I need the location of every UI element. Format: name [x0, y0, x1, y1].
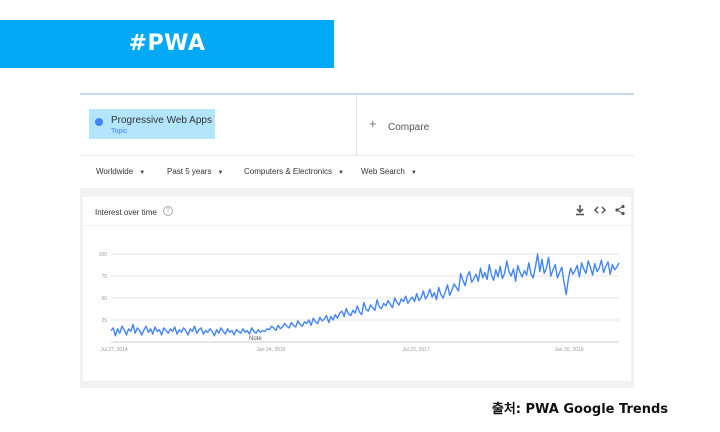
download-icon[interactable] [573, 203, 587, 217]
series-color-dot [95, 118, 103, 126]
caret-down-icon: ▼ [338, 170, 344, 176]
x-tick-label: Jan 24, 2016 [257, 347, 286, 353]
x-tick-label: Jul 23, 2017 [402, 347, 429, 353]
filter-bar: Worldwide ▼ Past 5 years ▼ Computers & Ele… [80, 155, 634, 188]
source-credit: 출처: PWA Google Trends [491, 402, 668, 417]
plus-icon[interactable]: + [369, 116, 377, 131]
search-divider [356, 95, 357, 155]
banner-title: #PWA [128, 31, 206, 56]
compare-button[interactable]: Compare [388, 122, 430, 133]
y-tick-label: 100 [99, 252, 108, 258]
caret-down-icon: ▼ [139, 170, 146, 176]
y-tick-label: 25 [101, 318, 107, 324]
filter-category[interactable]: Computers & Electronics ▼ [244, 167, 344, 176]
caret-down-icon: ▼ [410, 170, 417, 176]
card-header-divider [83, 225, 631, 226]
help-icon[interactable]: ? [163, 206, 173, 216]
share-icon[interactable] [613, 203, 627, 217]
chart-annotation[interactable]: Note [249, 336, 262, 342]
filter-time-range[interactable]: Past 5 years ▼ [167, 167, 224, 176]
interest-over-time-card: Interest over time ? 100 75 50 25 Jul 27, 2… [83, 197, 631, 381]
search-term-name: Progressive Web Apps [111, 115, 212, 126]
embed-icon[interactable] [593, 203, 607, 217]
filter-location[interactable]: Worldwide ▼ [96, 167, 146, 176]
search-term-row: Progressive Web Apps Topic + Compare [80, 95, 634, 155]
y-tick-label: 75 [101, 274, 107, 280]
x-tick-label: Jul 27, 2014 [100, 347, 127, 353]
caret-down-icon: ▼ [217, 170, 224, 176]
y-tick-label: 50 [101, 296, 107, 302]
interest-line-chart: 100 75 50 25 Jul 27, 2014 Jan 24, 2016 Jul 23… [99, 252, 620, 353]
hashtag-banner: #PWA [0, 20, 334, 68]
trends-panel: Progressive Web Apps Topic + Compare Wor… [80, 93, 634, 388]
series-line [110, 253, 620, 337]
card-title: Interest over time [95, 208, 157, 217]
x-tick-label: Jan 20, 2019 [555, 347, 584, 353]
search-term-chip[interactable]: Progressive Web Apps Topic [89, 109, 215, 139]
search-term-type: Topic [111, 128, 128, 135]
filter-search-type[interactable]: Web Search ▼ [361, 167, 417, 176]
